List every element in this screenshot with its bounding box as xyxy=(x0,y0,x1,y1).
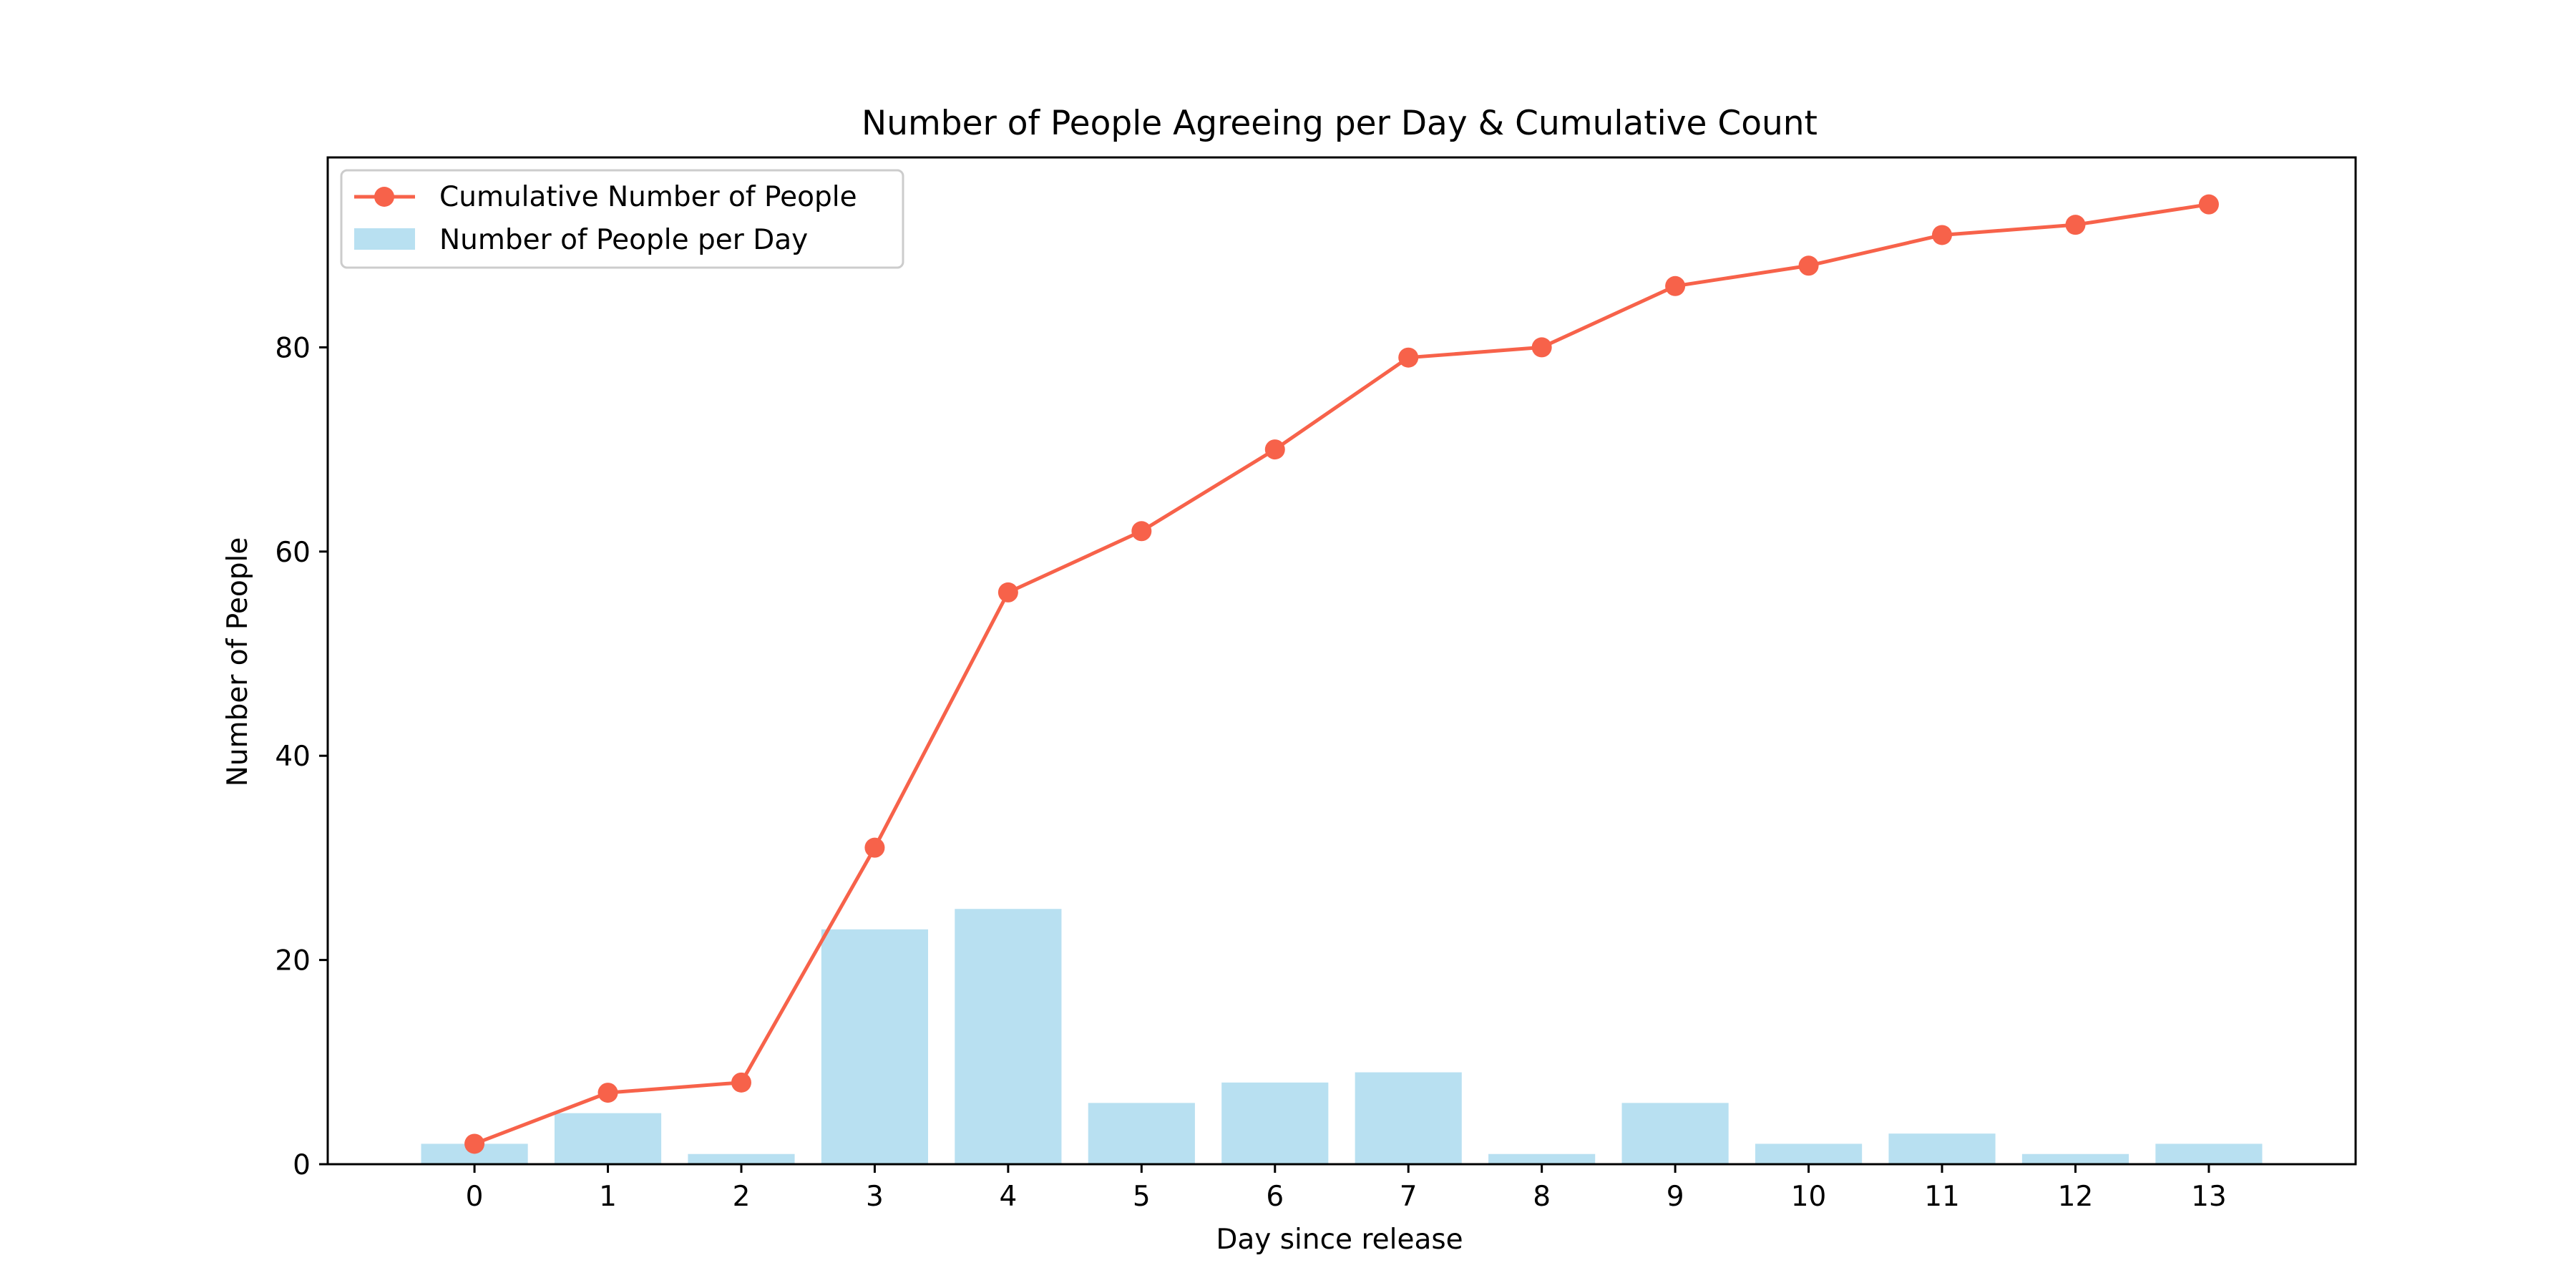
legend-bar-swatch xyxy=(354,228,415,250)
legend-label-cumulative: Cumulative Number of People xyxy=(439,181,857,213)
daily-bar xyxy=(1088,1103,1195,1164)
x-tick-label: 1 xyxy=(599,1181,617,1213)
cumulative-point xyxy=(1798,255,1819,276)
cumulative-point xyxy=(1665,275,1686,296)
x-tick-label: 10 xyxy=(1791,1181,1827,1213)
cumulative-point xyxy=(1131,521,1152,542)
y-axis-label: Number of People xyxy=(222,537,254,787)
cumulative-point xyxy=(464,1133,485,1154)
daily-bar xyxy=(1221,1082,1329,1164)
daily-bar xyxy=(1755,1143,1863,1164)
x-tick-label: 6 xyxy=(1266,1181,1284,1213)
y-tick-label: 40 xyxy=(275,741,311,773)
x-axis-label: Day since release xyxy=(1216,1224,1463,1256)
x-tick-label: 3 xyxy=(866,1181,884,1213)
x-tick-label: 8 xyxy=(1533,1181,1551,1213)
x-tick-label: 7 xyxy=(1400,1181,1418,1213)
cumulative-point xyxy=(731,1072,751,1093)
x-tick-label: 13 xyxy=(2191,1181,2227,1213)
x-tick-label: 2 xyxy=(733,1181,751,1213)
daily-bar xyxy=(1355,1072,1462,1164)
legend: Cumulative Number of People Number of Pe… xyxy=(340,169,904,269)
x-tick-label: 12 xyxy=(2058,1181,2094,1213)
daily-bar xyxy=(1488,1153,1596,1164)
daily-bar xyxy=(1888,1133,1996,1164)
daily-bar xyxy=(554,1113,662,1164)
cumulative-point xyxy=(1932,225,1953,245)
cumulative-point xyxy=(2065,215,2086,235)
cumulative-point xyxy=(1531,337,1552,358)
daily-bar xyxy=(955,909,1062,1164)
cumulative-point xyxy=(1264,439,1285,460)
x-tick-label: 4 xyxy=(999,1181,1017,1213)
y-tick-label: 60 xyxy=(275,537,311,569)
x-tick-label: 11 xyxy=(1924,1181,1960,1213)
daily-bar xyxy=(1621,1103,1729,1164)
cumulative-line xyxy=(474,203,2210,1146)
daily-bar xyxy=(821,929,929,1164)
daily-bar xyxy=(2155,1143,2263,1164)
legend-label-daily: Number of People per Day xyxy=(439,224,808,256)
cumulative-point xyxy=(597,1083,618,1103)
legend-box xyxy=(340,169,904,269)
chart-title: Number of People Agreeing per Day & Cumu… xyxy=(862,104,1818,143)
cumulative-point xyxy=(2198,194,2219,215)
x-tick-label: 0 xyxy=(466,1181,484,1213)
cumulative-point xyxy=(864,837,885,858)
cumulative-point xyxy=(1398,347,1419,368)
y-tick-label: 0 xyxy=(293,1149,311,1181)
cumulative-point xyxy=(997,582,1018,602)
plot-frame xyxy=(326,156,2357,1166)
legend-marker-swatch xyxy=(374,187,394,207)
daily-bar xyxy=(688,1153,795,1164)
y-tick-label: 20 xyxy=(275,945,311,977)
x-tick-label: 9 xyxy=(1667,1181,1684,1213)
x-tick-label: 5 xyxy=(1133,1181,1151,1213)
y-tick-label: 80 xyxy=(275,332,311,364)
daily-bar xyxy=(2021,1153,2129,1164)
